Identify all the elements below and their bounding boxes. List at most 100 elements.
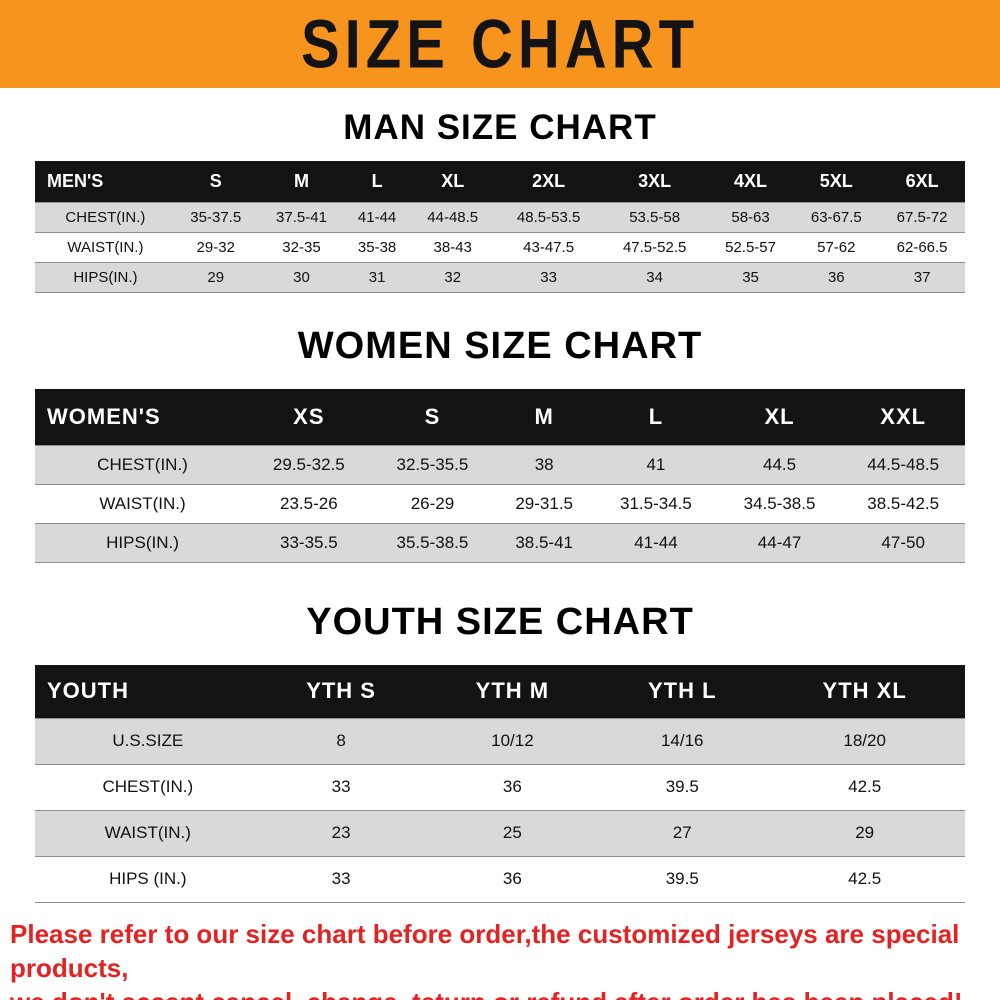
size-value: 35 [707, 261, 794, 292]
size-value: 35-38 [344, 231, 410, 262]
table-row: WAIST(IN.) 23 25 27 29 [35, 809, 965, 856]
size-value: 36 [793, 261, 880, 292]
footer-disclaimer-line2: we don't accept cancel, change, teturn o… [10, 985, 1000, 1000]
women-size-chart-heading: WOMEN SIZE CHART [297, 324, 703, 367]
size-column-header: S [370, 388, 495, 446]
size-value: 58-63 [707, 201, 794, 232]
size-column-header: L [594, 388, 718, 446]
size-value: 63-67.5 [793, 201, 880, 232]
size-column-header: YTH L [600, 665, 765, 718]
row-label: HIPS(IN.) [35, 261, 173, 292]
size-value: 25 [424, 809, 601, 856]
size-value: 36 [424, 763, 601, 810]
size-value: 34 [601, 261, 708, 292]
size-value: 37 [879, 261, 965, 292]
men-table-header: MEN'S S M L XL 2XL 3XL 4XL 5XL 6XL [35, 161, 965, 202]
size-chart-banner-title: SIZE CHART [301, 5, 699, 83]
size-value: 42.5 [764, 855, 965, 902]
size-value: 33 [257, 855, 425, 902]
size-value: 38.5-42.5 [841, 484, 965, 524]
size-value: 38.5-41 [494, 523, 595, 563]
size-column-header: YTH XL [764, 665, 965, 718]
man-size-chart-heading: MAN SIZE CHART [343, 108, 657, 147]
size-value: 38 [494, 445, 595, 485]
size-column-header: S [172, 161, 259, 202]
table-corner-label: YOUTH [35, 665, 258, 718]
size-value: 18/20 [764, 717, 965, 764]
size-value: 41 [594, 445, 718, 485]
row-label: CHEST(IN.) [35, 763, 258, 810]
table-row: WAIST(IN.) 23.5-26 26-29 29-31.5 31.5-34.5 34… [35, 484, 965, 524]
footer-disclaimer-line1: Please refer to our size chart before or… [10, 918, 960, 983]
size-value: 38-43 [409, 231, 496, 262]
size-value: 14/16 [600, 717, 765, 764]
size-value: 42.5 [764, 763, 965, 810]
youth-table-body: U.S.SIZE 8 10/12 14/16 18/20 CHEST(IN.) 33 36 39… [35, 717, 965, 902]
size-value: 31.5-34.5 [594, 484, 718, 524]
size-value: 44-48.5 [409, 201, 496, 232]
size-value: 33 [495, 261, 602, 292]
youth-table-header-row: YOUTH YTH S YTH M YTH L YTH XL [35, 665, 965, 718]
women-table-header-row: WOMEN'S XS S M L XL XXL [35, 388, 965, 446]
size-value: 48.5-53.5 [495, 201, 602, 232]
size-value: 37.5-41 [258, 201, 345, 232]
size-column-header: L [344, 161, 410, 202]
women-table-body: CHEST(IN.) 29.5-32.5 32.5-35.5 38 41 44.5 44.5… [35, 445, 965, 563]
size-column-header: YTH S [257, 665, 425, 718]
size-column-header: M [494, 388, 595, 446]
row-label: CHEST(IN.) [35, 201, 173, 232]
size-value: 67.5-72 [879, 201, 965, 232]
youth-size-chart-heading: YOUTH SIZE CHART [306, 601, 694, 643]
size-value: 31 [344, 261, 410, 292]
size-value: 29 [764, 809, 965, 856]
size-value: 33 [257, 763, 425, 810]
size-column-header: XXL [841, 388, 965, 446]
size-value: 53.5-58 [601, 201, 708, 232]
men-table-header-row: MEN'S S M L XL 2XL 3XL 4XL 5XL 6XL [35, 161, 965, 202]
size-value: 23 [257, 809, 425, 856]
size-column-header: 4XL [707, 161, 794, 202]
size-value: 36 [424, 855, 601, 902]
size-value: 35.5-38.5 [370, 523, 495, 563]
size-value: 33-35.5 [247, 523, 371, 563]
size-value: 27 [600, 809, 765, 856]
size-column-header: XL [409, 161, 496, 202]
table-row: HIPS (IN.) 33 36 39.5 42.5 [35, 855, 965, 902]
size-column-header: XL [717, 388, 842, 446]
size-value: 39.5 [600, 855, 765, 902]
size-column-header: XS [247, 388, 371, 446]
size-value: 62-66.5 [879, 231, 965, 262]
men-table-body: CHEST(IN.) 35-37.5 37.5-41 41-44 44-48.5 48.5… [35, 201, 965, 292]
size-value: 30 [258, 261, 345, 292]
size-value: 29-31.5 [494, 484, 595, 524]
size-chart-banner: SIZE CHART [0, 0, 1000, 88]
size-value: 23.5-26 [247, 484, 371, 524]
size-column-header: 6XL [879, 161, 965, 202]
youth-size-table: YOUTH YTH S YTH M YTH L YTH XL U.S.SIZE 8 10/1… [35, 665, 965, 903]
table-row: WAIST(IN.) 29-32 32-35 35-38 38-43 43-47.5 47.… [35, 231, 965, 262]
table-corner-label: WOMEN'S [35, 388, 248, 446]
size-value: 32-35 [258, 231, 345, 262]
size-value: 47-50 [841, 523, 965, 563]
size-value: 34.5-38.5 [717, 484, 842, 524]
table-row: CHEST(IN.) 29.5-32.5 32.5-35.5 38 41 44.5 44.5… [35, 445, 965, 485]
youth-table-header: YOUTH YTH S YTH M YTH L YTH XL [35, 665, 965, 718]
size-value: 35-37.5 [172, 201, 259, 232]
size-column-header: M [258, 161, 345, 202]
size-value: 8 [257, 717, 425, 764]
size-value: 41-44 [344, 201, 410, 232]
size-value: 44-47 [717, 523, 842, 563]
size-value: 32.5-35.5 [370, 445, 495, 485]
size-value: 10/12 [424, 717, 601, 764]
table-corner-label: MEN'S [35, 161, 173, 202]
row-label: HIPS(IN.) [35, 523, 248, 563]
row-label: HIPS (IN.) [35, 855, 258, 902]
size-value: 57-62 [793, 231, 880, 262]
table-row: HIPS(IN.) 33-35.5 35.5-38.5 38.5-41 41-44 44-… [35, 523, 965, 563]
row-label: WAIST(IN.) [35, 809, 258, 856]
size-value: 29.5-32.5 [247, 445, 371, 485]
size-value: 44.5 [717, 445, 842, 485]
row-label: WAIST(IN.) [35, 231, 173, 262]
size-value: 39.5 [600, 763, 765, 810]
women-size-table: WOMEN'S XS S M L XL XXL CHEST(IN.) 29.5-32.5 32.… [35, 388, 965, 563]
